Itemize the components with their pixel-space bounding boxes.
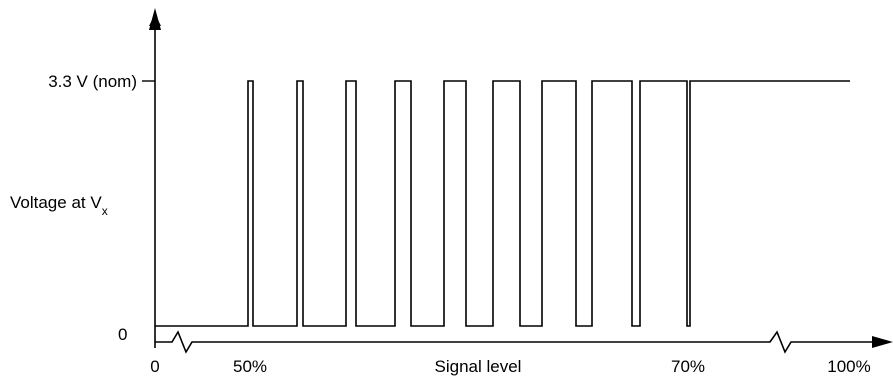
x-axis-arrowhead bbox=[872, 336, 893, 348]
y-tick-label-zero: 0 bbox=[118, 325, 127, 344]
x-tick-label-0: 0 bbox=[150, 357, 159, 376]
x-axis bbox=[155, 330, 880, 354]
x-tick-label-50: 50% bbox=[233, 357, 267, 376]
y-axis-label: Voltage at Vx bbox=[10, 193, 108, 218]
y-axis-label-subscript: x bbox=[102, 204, 108, 218]
x-tick-label-70: 70% bbox=[671, 357, 705, 376]
y-axis-arrowhead bbox=[149, 8, 161, 30]
waveform bbox=[155, 80, 850, 327]
x-axis-label: Signal level bbox=[435, 357, 522, 376]
x-tick-label-100: 100% bbox=[827, 357, 870, 376]
y-tick-label-high: 3.3 V (nom) bbox=[48, 72, 137, 91]
y-axis-label-main: Voltage at V bbox=[10, 193, 102, 212]
